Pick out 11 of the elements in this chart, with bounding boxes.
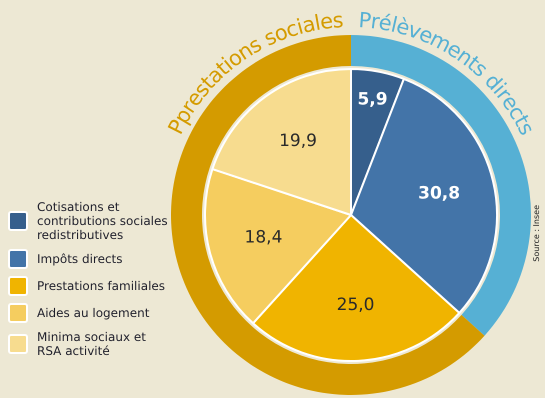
data-label: 25,0 (336, 294, 374, 315)
legend-label: Minima sociaux et RSA activité (37, 330, 147, 358)
legend-label: Prestations familiales (37, 279, 166, 293)
legend-label: Aides au logement (37, 306, 150, 320)
data-label: 18,4 (244, 227, 282, 248)
legend-label: Cotisations et contributions sociales redistributives (37, 200, 169, 242)
legend-label: Impôts directs (37, 252, 124, 266)
data-label: 5,9 (357, 90, 388, 110)
data-label: 19,9 (279, 131, 317, 152)
source-note: Source : Insee (532, 205, 541, 262)
data-label: 30,8 (418, 184, 460, 204)
